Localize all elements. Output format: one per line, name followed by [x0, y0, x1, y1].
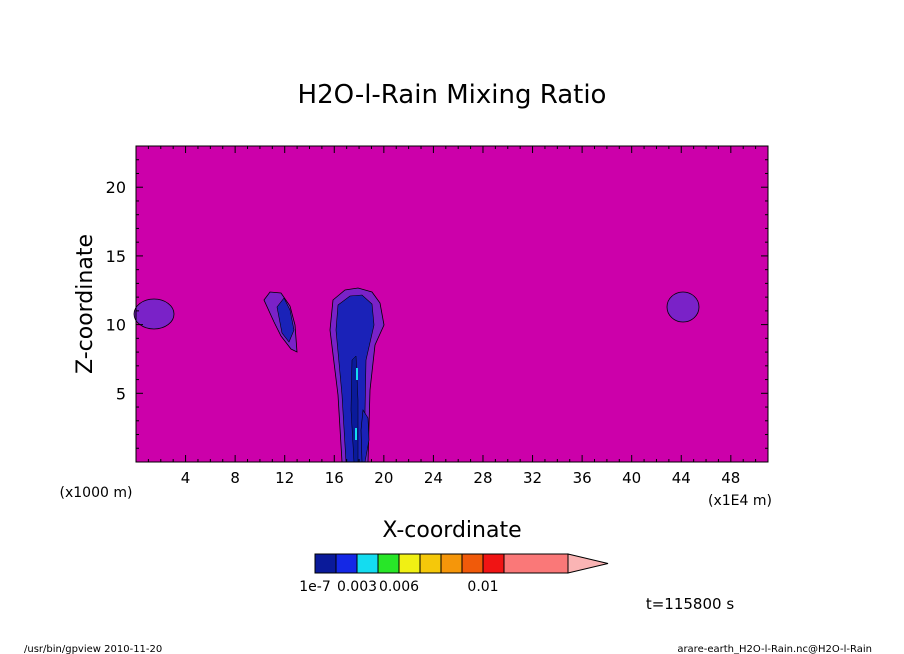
colorbar-segment — [335, 553, 358, 574]
feature-left-edge-blob — [133, 298, 175, 330]
colorbar-segment — [482, 553, 505, 574]
x-tick-label: 16 — [325, 469, 344, 487]
footer-right: arare-earth_H2O-l-Rain.nc@H2O-l-Rain — [677, 644, 872, 654]
colorbar-labels: 1e-7 0.003 0.006 0.01 — [299, 579, 498, 595]
x-tick-labels: 4 8 12 16 20 24 28 32 36 40 44 48 — [181, 469, 741, 487]
x-tick-label: 28 — [473, 469, 492, 487]
x-tick-label: 24 — [424, 469, 443, 487]
plot-background — [136, 146, 768, 462]
x-tick-label: 44 — [672, 469, 691, 487]
x-tick-label: 4 — [181, 469, 191, 487]
y-axis-label: Z-coordinate — [73, 234, 98, 374]
x-tick-label: 32 — [523, 469, 542, 487]
x-tick-label: 8 — [230, 469, 240, 487]
y-tick-label: 15 — [106, 247, 126, 266]
colorbar-tick-label: 0.01 — [467, 579, 498, 595]
x-axis-label: X-coordinate — [382, 518, 521, 543]
colorbar-segment — [503, 553, 569, 574]
plot-frame — [135, 145, 769, 463]
x-tick-label: 12 — [275, 469, 294, 487]
feature-right-blob-44 — [666, 291, 700, 323]
y-unit-label: (x1000 m) — [60, 485, 133, 501]
x-unit-label: (x1E4 m) — [708, 493, 772, 509]
colorbar-tick-label: 0.006 — [379, 579, 419, 595]
y-tick-label: 10 — [106, 316, 126, 335]
x-tick-label: 40 — [622, 469, 641, 487]
y-tick-label: 20 — [106, 178, 126, 197]
x-tick-label: 36 — [573, 469, 592, 487]
colorbar-segment — [377, 553, 400, 574]
footer-left: /usr/bin/gpview 2010-11-20 — [24, 644, 162, 654]
chart-title: H2O-l-Rain Mixing Ratio — [298, 80, 607, 110]
colorbar-segment — [440, 553, 463, 574]
colorbar-segment — [419, 553, 442, 574]
x-tick-label: 48 — [721, 469, 740, 487]
time-label: t=115800 s — [646, 595, 734, 613]
colorbar-tick-label: 1e-7 — [299, 579, 330, 595]
colorbar-segment — [314, 553, 337, 574]
colorbar-segment — [356, 553, 379, 574]
colorbar-tick-label: 0.003 — [337, 579, 377, 595]
feature-cloud-12 — [263, 291, 298, 353]
feature-core-column-18 — [329, 287, 385, 463]
axis-ticks — [136, 146, 768, 462]
colorbar-segment — [398, 553, 421, 574]
colorbar-extension-arrow — [567, 553, 609, 574]
colorbar-segment — [461, 553, 484, 574]
y-tick-label: 5 — [116, 384, 126, 403]
y-tick-labels: 5 10 15 20 — [106, 178, 126, 403]
x-tick-label: 20 — [374, 469, 393, 487]
colorbar — [314, 553, 609, 574]
